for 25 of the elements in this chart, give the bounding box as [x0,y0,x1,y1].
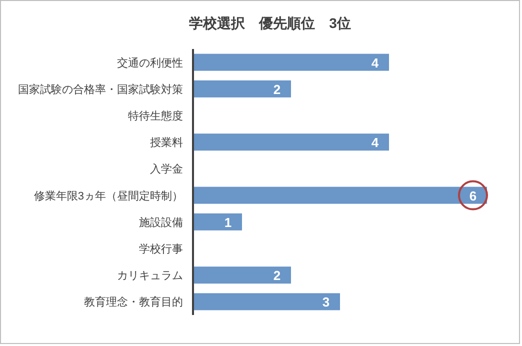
data-label: 4 [371,55,380,70]
y-tick-label: 特待生態度 [128,110,183,122]
y-tick-label: 授業料 [150,136,183,150]
y-tick-label: 学校行事 [139,242,183,256]
y-tick-label: 修業年限3ヵ年（昼間定時制） [34,189,183,202]
bar [193,54,389,71]
data-label: 2 [273,268,281,284]
y-tick-label: カリキュラム [117,270,183,282]
bar [193,266,291,284]
y-tick-label: 国家試験の合格率・国家試験対策 [18,82,183,96]
y-tick-label: 施設設備 [139,216,183,229]
data-label: 2 [273,82,281,97]
bar [193,186,487,204]
y-tick-label: 交通の利便性 [117,56,183,70]
data-label: 6 [469,188,477,204]
bar [193,80,291,98]
bar [193,293,340,310]
bar [193,134,389,151]
data-label: 3 [322,294,330,310]
y-tick-label: 教育理念・教育目的 [84,296,183,309]
data-label: 4 [371,135,380,150]
y-tick-label: 入学金 [150,162,183,176]
bar [193,213,242,230]
chart-title: 学校選択 優先順位 3位 [189,15,351,31]
data-label: 1 [224,214,232,230]
